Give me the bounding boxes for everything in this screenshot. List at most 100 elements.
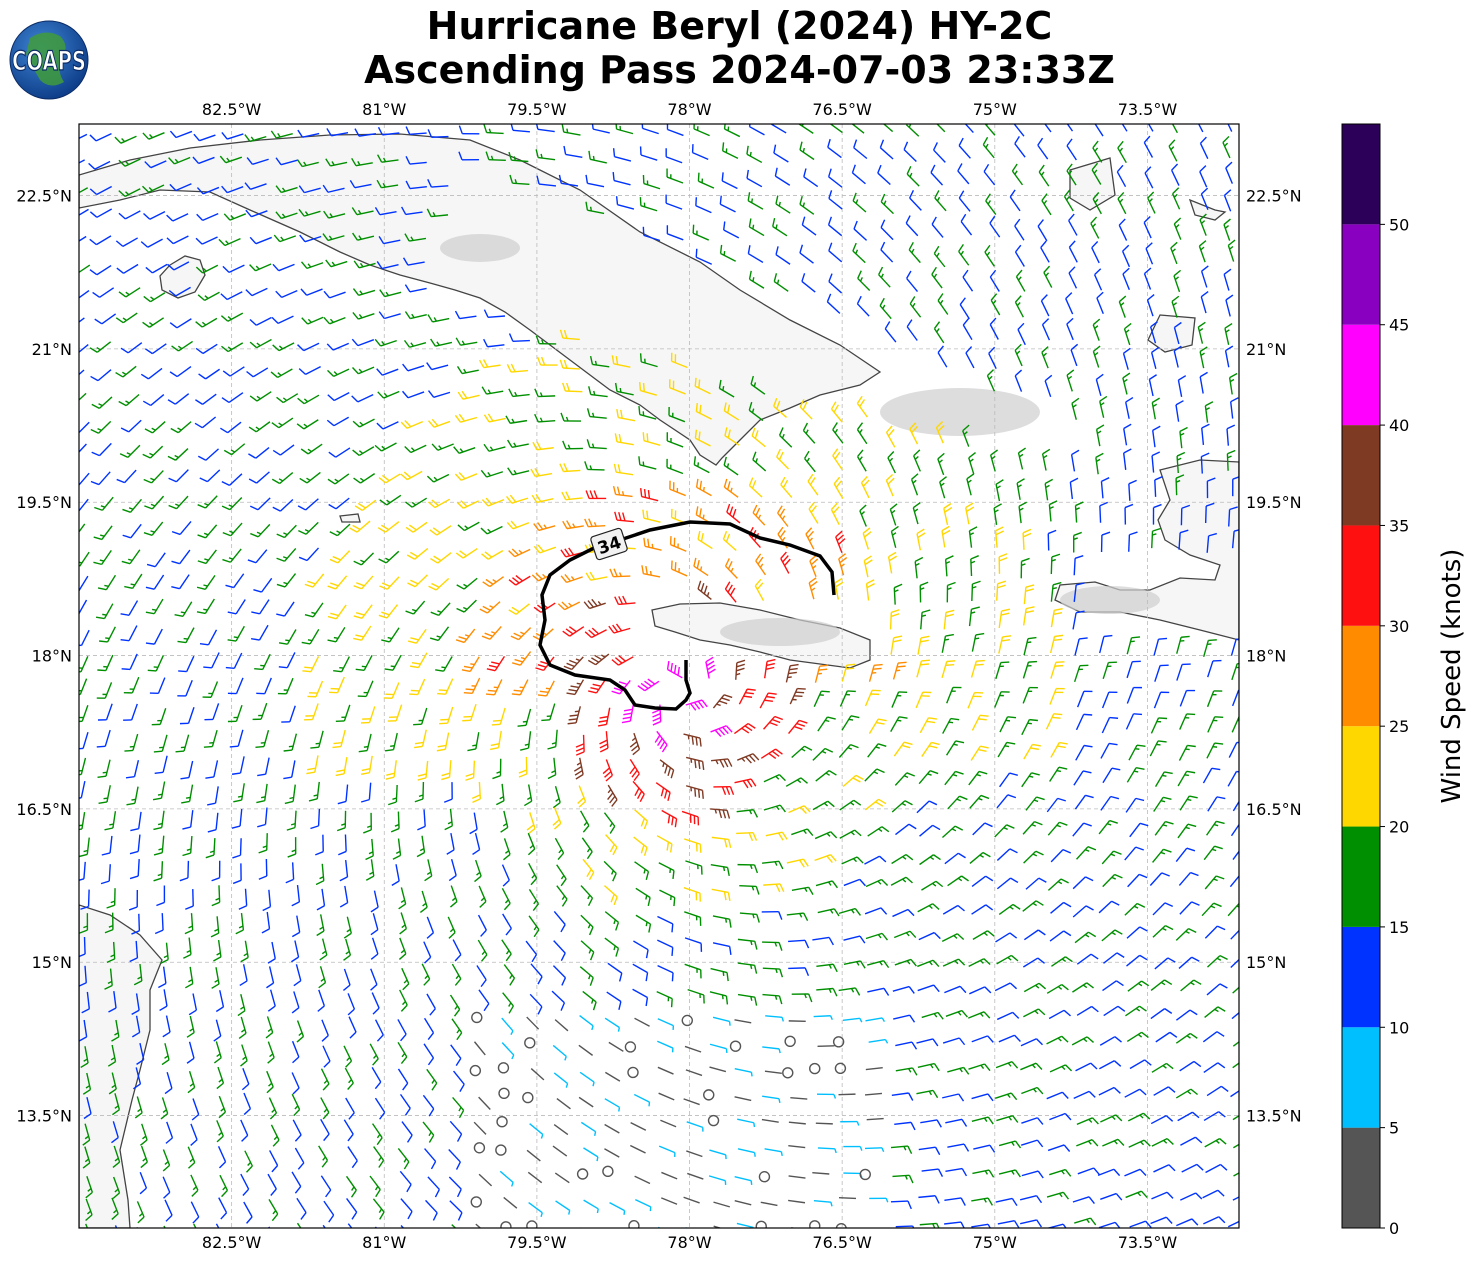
barb-shaft <box>407 391 425 399</box>
barb-half-flag <box>283 581 288 585</box>
barb-flag <box>903 141 909 150</box>
barb-half-flag <box>753 382 757 387</box>
barb-flag <box>378 476 387 484</box>
barb-flag <box>143 478 152 484</box>
barb-flag <box>405 126 411 135</box>
barb-flag <box>989 317 997 325</box>
wind-barb <box>79 344 89 354</box>
barb-shaft <box>205 448 219 461</box>
barb-half-flag <box>972 585 977 589</box>
barb-flag <box>986 369 995 377</box>
barb-half-flag <box>357 160 361 166</box>
wind-barb <box>965 346 975 369</box>
barb-flag <box>327 639 337 643</box>
barb-flag <box>937 345 944 354</box>
barb-flag <box>171 530 181 536</box>
barb-shaft <box>692 152 709 160</box>
barb-flag <box>945 613 955 618</box>
barb-shaft <box>1073 584 1077 602</box>
barb-flag <box>120 427 130 433</box>
barb-flag <box>805 527 813 535</box>
barb-flag <box>861 475 868 484</box>
barb-half-flag <box>390 745 395 748</box>
barb-flag <box>377 126 384 136</box>
barb-half-flag <box>410 447 415 452</box>
barb-flag <box>484 632 493 637</box>
barb-flag <box>836 534 845 542</box>
barb-shaft <box>291 862 295 880</box>
barb-flag <box>1170 241 1178 249</box>
barb-half-flag <box>151 608 157 611</box>
barb-flag <box>1073 531 1082 537</box>
barb-shaft <box>670 544 687 552</box>
barb-flag <box>614 596 620 605</box>
barb-flag <box>400 421 408 429</box>
barb-shaft <box>201 317 218 328</box>
barb-flag <box>1044 374 1053 382</box>
barb-shaft <box>880 227 894 241</box>
barb-flag <box>782 479 789 489</box>
barb-shaft <box>160 861 164 879</box>
barb-flag <box>170 427 179 434</box>
barb-flag <box>1041 111 1046 118</box>
wind-barb <box>1116 164 1127 188</box>
barb-flag <box>431 499 439 507</box>
wind-barb <box>933 245 946 268</box>
barb-shaft <box>807 480 819 496</box>
barb-shaft <box>957 170 970 185</box>
wind-barb <box>297 498 319 511</box>
barb-flag <box>1021 557 1030 562</box>
wind-barb <box>374 338 397 347</box>
wind-barb <box>118 393 140 407</box>
barb-shaft <box>335 575 348 590</box>
barb-flag <box>723 456 727 466</box>
barb-flag <box>455 639 465 644</box>
barb-half-flag <box>358 450 364 454</box>
wind-barb <box>298 365 321 376</box>
wind-barb <box>958 244 970 266</box>
barb-shaft <box>175 130 193 139</box>
barb-half-flag <box>203 532 209 536</box>
barb-shaft <box>405 211 423 216</box>
barb-flag <box>1116 164 1124 173</box>
barb-shaft <box>312 602 324 618</box>
wind-barb <box>145 574 165 590</box>
wind-barb <box>1143 267 1152 290</box>
barb-shaft <box>936 124 946 133</box>
barb-shaft <box>175 286 191 297</box>
barb-shaft <box>330 260 348 268</box>
barb-flag <box>879 139 885 148</box>
wind-barb <box>227 625 245 642</box>
barb-half-flag <box>489 605 494 609</box>
barb-shaft <box>1040 300 1050 317</box>
barb-shaft <box>1041 352 1049 369</box>
barb-shaft <box>175 183 192 192</box>
barb-shaft <box>125 210 141 220</box>
barb-shaft <box>643 182 661 190</box>
barb-shaft <box>202 212 219 222</box>
wind-barb <box>903 141 917 162</box>
barb-shaft <box>887 457 896 474</box>
barb-half-flag <box>255 426 260 430</box>
wind-barb <box>1013 124 1025 137</box>
wind-barb <box>748 124 765 136</box>
wind-barb <box>272 263 295 272</box>
wind-barb <box>353 552 375 566</box>
barb-flag <box>827 168 832 178</box>
barb-shaft <box>360 473 376 484</box>
barb-shaft <box>1066 145 1077 161</box>
barb-half-flag <box>567 444 571 449</box>
barb-half-flag <box>565 416 569 422</box>
barb-shaft <box>1154 479 1157 497</box>
barb-half-flag <box>150 296 155 301</box>
barb-shaft <box>569 626 585 637</box>
barb-shaft <box>1122 377 1128 395</box>
barb-flag <box>1092 318 1101 326</box>
barb-flag <box>410 637 419 641</box>
wind-barb <box>327 626 346 643</box>
barb-flag <box>1149 374 1157 380</box>
barb-flag <box>326 128 332 137</box>
barb-flag <box>327 369 335 377</box>
wind-barb <box>1073 531 1082 553</box>
